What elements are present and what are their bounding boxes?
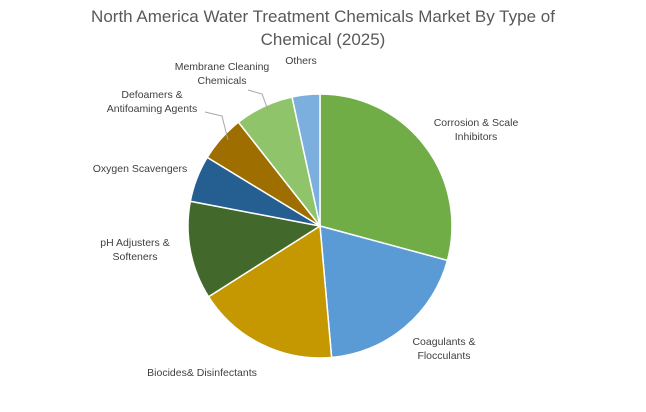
slice-label-5: Defoamers & Antifoaming Agents [107, 89, 197, 115]
slice-label-7: Others [285, 55, 317, 67]
slice-label-line: Chemicals [197, 75, 246, 87]
slice-label-line: Biocides& Disinfectants [147, 367, 257, 379]
pie-slice-3 [187, 200, 323, 298]
slice-label-line: Softeners [113, 251, 158, 263]
slice-label-line: Defoamers & [121, 89, 182, 101]
slice-label-line: Flocculants [417, 350, 470, 362]
slice-label-line: Antifoaming Agents [107, 103, 197, 115]
pie-slice-2 [207, 224, 333, 359]
slice-label-line: Others [285, 55, 317, 67]
slice-label-line: Membrane Cleaning [175, 61, 270, 73]
slice-labels: Corrosion & Scale Inhibitors Coagulants & F… [93, 55, 519, 379]
slice-label-6: Membrane Cleaning Chemicals [175, 61, 270, 87]
slice-label-line: pH Adjusters & [100, 237, 169, 249]
slice-label-line: Inhibitors [455, 131, 498, 143]
slice-label-line: Oxygen Scavengers [93, 163, 188, 175]
slice-label-3: pH Adjusters & Softeners [100, 237, 169, 263]
slice-label-2: Biocides& Disinfectants [147, 367, 257, 379]
slice-label-4: Oxygen Scavengers [93, 163, 188, 175]
label-leader-lines [204, 89, 269, 141]
slice-label-line: Corrosion & Scale [434, 117, 519, 129]
slice-label-1: Coagulants & Flocculants [412, 336, 475, 362]
pie-slice-0 [319, 93, 453, 262]
slice-label-0: Corrosion & Scale Inhibitors [434, 117, 519, 143]
chart-title-line-2: Chemical (2025) [261, 30, 386, 49]
chart-title-line-1: North America Water Treatment Chemicals … [91, 7, 555, 26]
pie-slice-1 [319, 224, 449, 359]
leader-line-5 [204, 111, 229, 141]
leader-line-6 [247, 89, 269, 111]
pie-slices [187, 93, 453, 359]
pie-slice-7 [291, 93, 321, 227]
slice-label-line: Coagulants & [412, 336, 475, 348]
